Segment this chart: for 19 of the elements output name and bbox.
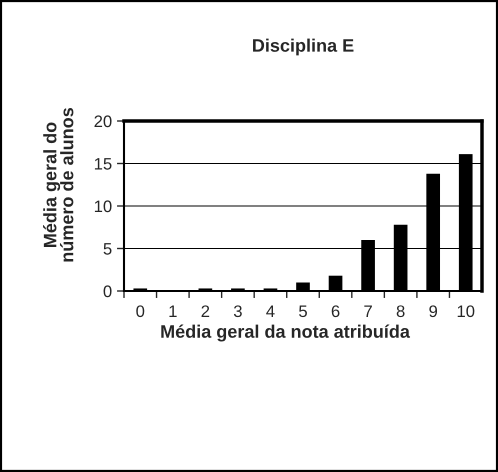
y-axis-title: Média geral do número de alunos [43,108,74,262]
x-tick-label: 5 [299,306,307,318]
x-tick-label: 2 [202,305,210,317]
x-tick-label: 8 [396,305,405,318]
x-tick-label: 10 [458,305,474,318]
x-tick-label: 6 [332,305,340,318]
x-tick-label: 9 [429,305,438,318]
chart-title: Disciplina E [253,38,354,56]
x-tick-label: 3 [234,305,242,318]
y-tick-label: 0 [104,285,112,298]
x-tick-label: 1 [169,306,177,317]
x-tick-label: 4 [266,306,275,317]
y-tick-label: 15 [94,158,112,170]
x-tick-label: 7 [364,306,372,317]
x-axis-title: Média geral da nota atribuída [161,324,410,342]
x-tick-label: 0 [136,305,144,318]
y-tick-label: 5 [104,243,112,255]
y-tick-label: 20 [94,115,112,128]
y-tick-label: 10 [94,200,112,212]
